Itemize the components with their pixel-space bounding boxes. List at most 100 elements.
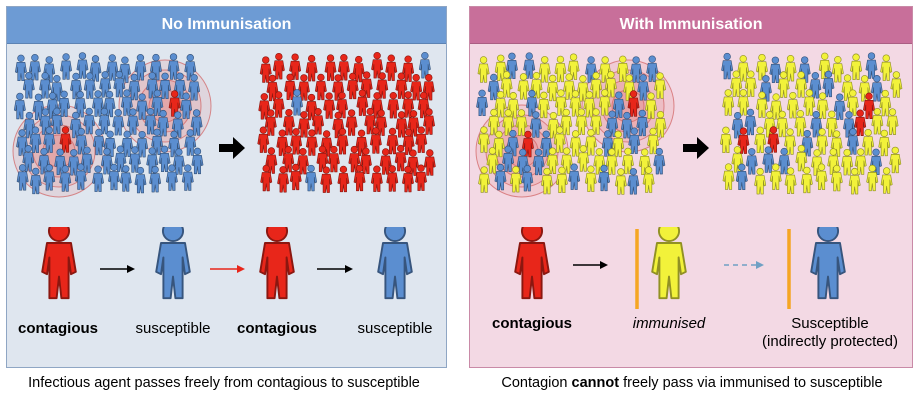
susceptible-person-icon: [16, 129, 29, 156]
immunised-person-icon: [546, 147, 559, 174]
crowd-illustration-right: [475, 52, 903, 198]
contagious-person-icon: [415, 164, 427, 191]
immunised-person-icon: [575, 108, 588, 135]
immunised-person-icon: [651, 227, 687, 300]
contagious-person-icon: [514, 227, 550, 300]
susceptible-person-icon: [13, 92, 26, 120]
contagious-person-icon: [345, 109, 358, 136]
susceptible-person-icon: [149, 165, 162, 193]
immunised-person-icon: [816, 128, 829, 155]
susceptible-person-icon: [801, 129, 814, 157]
contagious-person-icon: [410, 73, 423, 101]
susceptible-person-icon: [29, 126, 42, 153]
contagious-person-icon: [356, 89, 369, 116]
susceptible-person-icon: [731, 111, 744, 139]
contagious-person-icon: [395, 111, 408, 138]
susceptible-person-icon: [188, 74, 201, 101]
contagious-person-icon: [863, 92, 875, 120]
crowd-after: [719, 52, 903, 195]
susceptible-person-icon: [32, 93, 45, 120]
immunised-person-icon: [730, 70, 743, 97]
susceptible-person-icon: [833, 93, 846, 120]
contagious-person-icon: [41, 227, 77, 300]
susceptible-person-icon: [181, 164, 194, 191]
immunised-person-icon: [862, 128, 875, 156]
contagious-person-icon: [336, 128, 349, 155]
susceptible-person-icon: [151, 89, 164, 116]
susceptible-person-icon: [526, 89, 538, 117]
contagious-person-icon: [259, 56, 272, 83]
immunised-label: immunised: [632, 315, 706, 332]
immunised-person-icon: [576, 75, 589, 102]
susceptible-person-icon: [112, 109, 125, 136]
immunised-person-icon: [553, 126, 566, 153]
immunised-person-icon: [654, 110, 667, 138]
contagious-person-icon: [257, 126, 270, 153]
susceptible-person-icon: [305, 164, 317, 192]
susceptible-person-icon: [60, 53, 72, 80]
susceptible-person-icon: [636, 109, 649, 137]
crowd-before: [476, 52, 667, 195]
susceptible-person-icon: [190, 109, 203, 136]
crowd-before: [13, 52, 204, 195]
contagious-person-icon: [346, 72, 359, 100]
susceptible-person-icon: [870, 75, 883, 102]
immunised-person-icon: [890, 71, 903, 98]
susceptible-label: Susceptible: [791, 315, 869, 332]
immunised-person-icon: [614, 168, 627, 195]
susceptible-person-icon: [735, 163, 748, 190]
susceptible-person-icon: [100, 147, 113, 175]
immunised-person-icon: [776, 110, 789, 138]
immunised-person-icon: [599, 56, 612, 83]
immunised-person-icon: [880, 167, 893, 194]
susceptible-person-icon: [39, 108, 52, 135]
immunised-person-icon: [477, 56, 490, 83]
spread-arrow-icon: [573, 261, 608, 269]
susceptible-person-icon: [598, 164, 610, 192]
susceptible-person-icon: [134, 166, 147, 194]
infection-arrow-icon: [210, 265, 245, 273]
susceptible-person-icon: [50, 107, 63, 135]
immunised-person-icon: [848, 167, 861, 195]
contagious-person-icon: [314, 73, 327, 101]
susceptible-person-icon: [165, 164, 178, 191]
spread-arrow-icon: [317, 265, 353, 273]
susceptible-person-icon: [174, 72, 186, 99]
immunised-person-icon: [786, 91, 799, 119]
contagious-person-icon: [305, 54, 318, 82]
susceptible-person-icon: [58, 90, 71, 117]
contagious-person-icon: [360, 71, 373, 98]
no-immunisation-panel: No Immunisation contagious susceptible c…: [6, 6, 447, 368]
contagious-person-icon: [259, 227, 295, 300]
susceptible-person-icon: [39, 72, 52, 99]
susceptible-person-icon: [127, 108, 139, 135]
contagious-person-icon: [297, 74, 310, 101]
susceptible-person-icon: [476, 89, 489, 117]
immunised-person-icon: [500, 71, 513, 98]
susceptible-person-icon: [822, 70, 835, 98]
blocked-arrow-icon: [724, 261, 764, 269]
immunised-person-icon: [886, 108, 899, 135]
immunised-person-icon: [719, 126, 732, 154]
immunised-person-icon: [583, 91, 596, 118]
contagious-person-icon: [395, 72, 408, 99]
susceptible-person-icon: [136, 130, 149, 158]
susceptible-person-icon: [74, 163, 87, 190]
immunised-person-icon: [803, 89, 816, 116]
immunised-person-icon: [784, 167, 797, 194]
immunised-person-icon: [492, 130, 505, 158]
immunised-person-icon: [478, 166, 491, 193]
contagious-person-icon: [298, 111, 310, 138]
susceptible-person-icon: [377, 227, 413, 300]
contagious-person-icon: [369, 127, 382, 154]
contagious-person-icon: [272, 52, 285, 80]
susceptible-person-icon: [67, 149, 80, 176]
legend-chain-right: [514, 227, 846, 309]
immunised-person-icon: [515, 109, 528, 136]
contagious-person-icon: [320, 166, 333, 193]
immunised-person-icon: [590, 71, 603, 99]
contagious-person-icon: [337, 165, 350, 193]
immunised-person-icon: [478, 126, 490, 153]
immunised-person-icon: [560, 108, 573, 136]
transition-arrow-icon: [683, 137, 709, 159]
